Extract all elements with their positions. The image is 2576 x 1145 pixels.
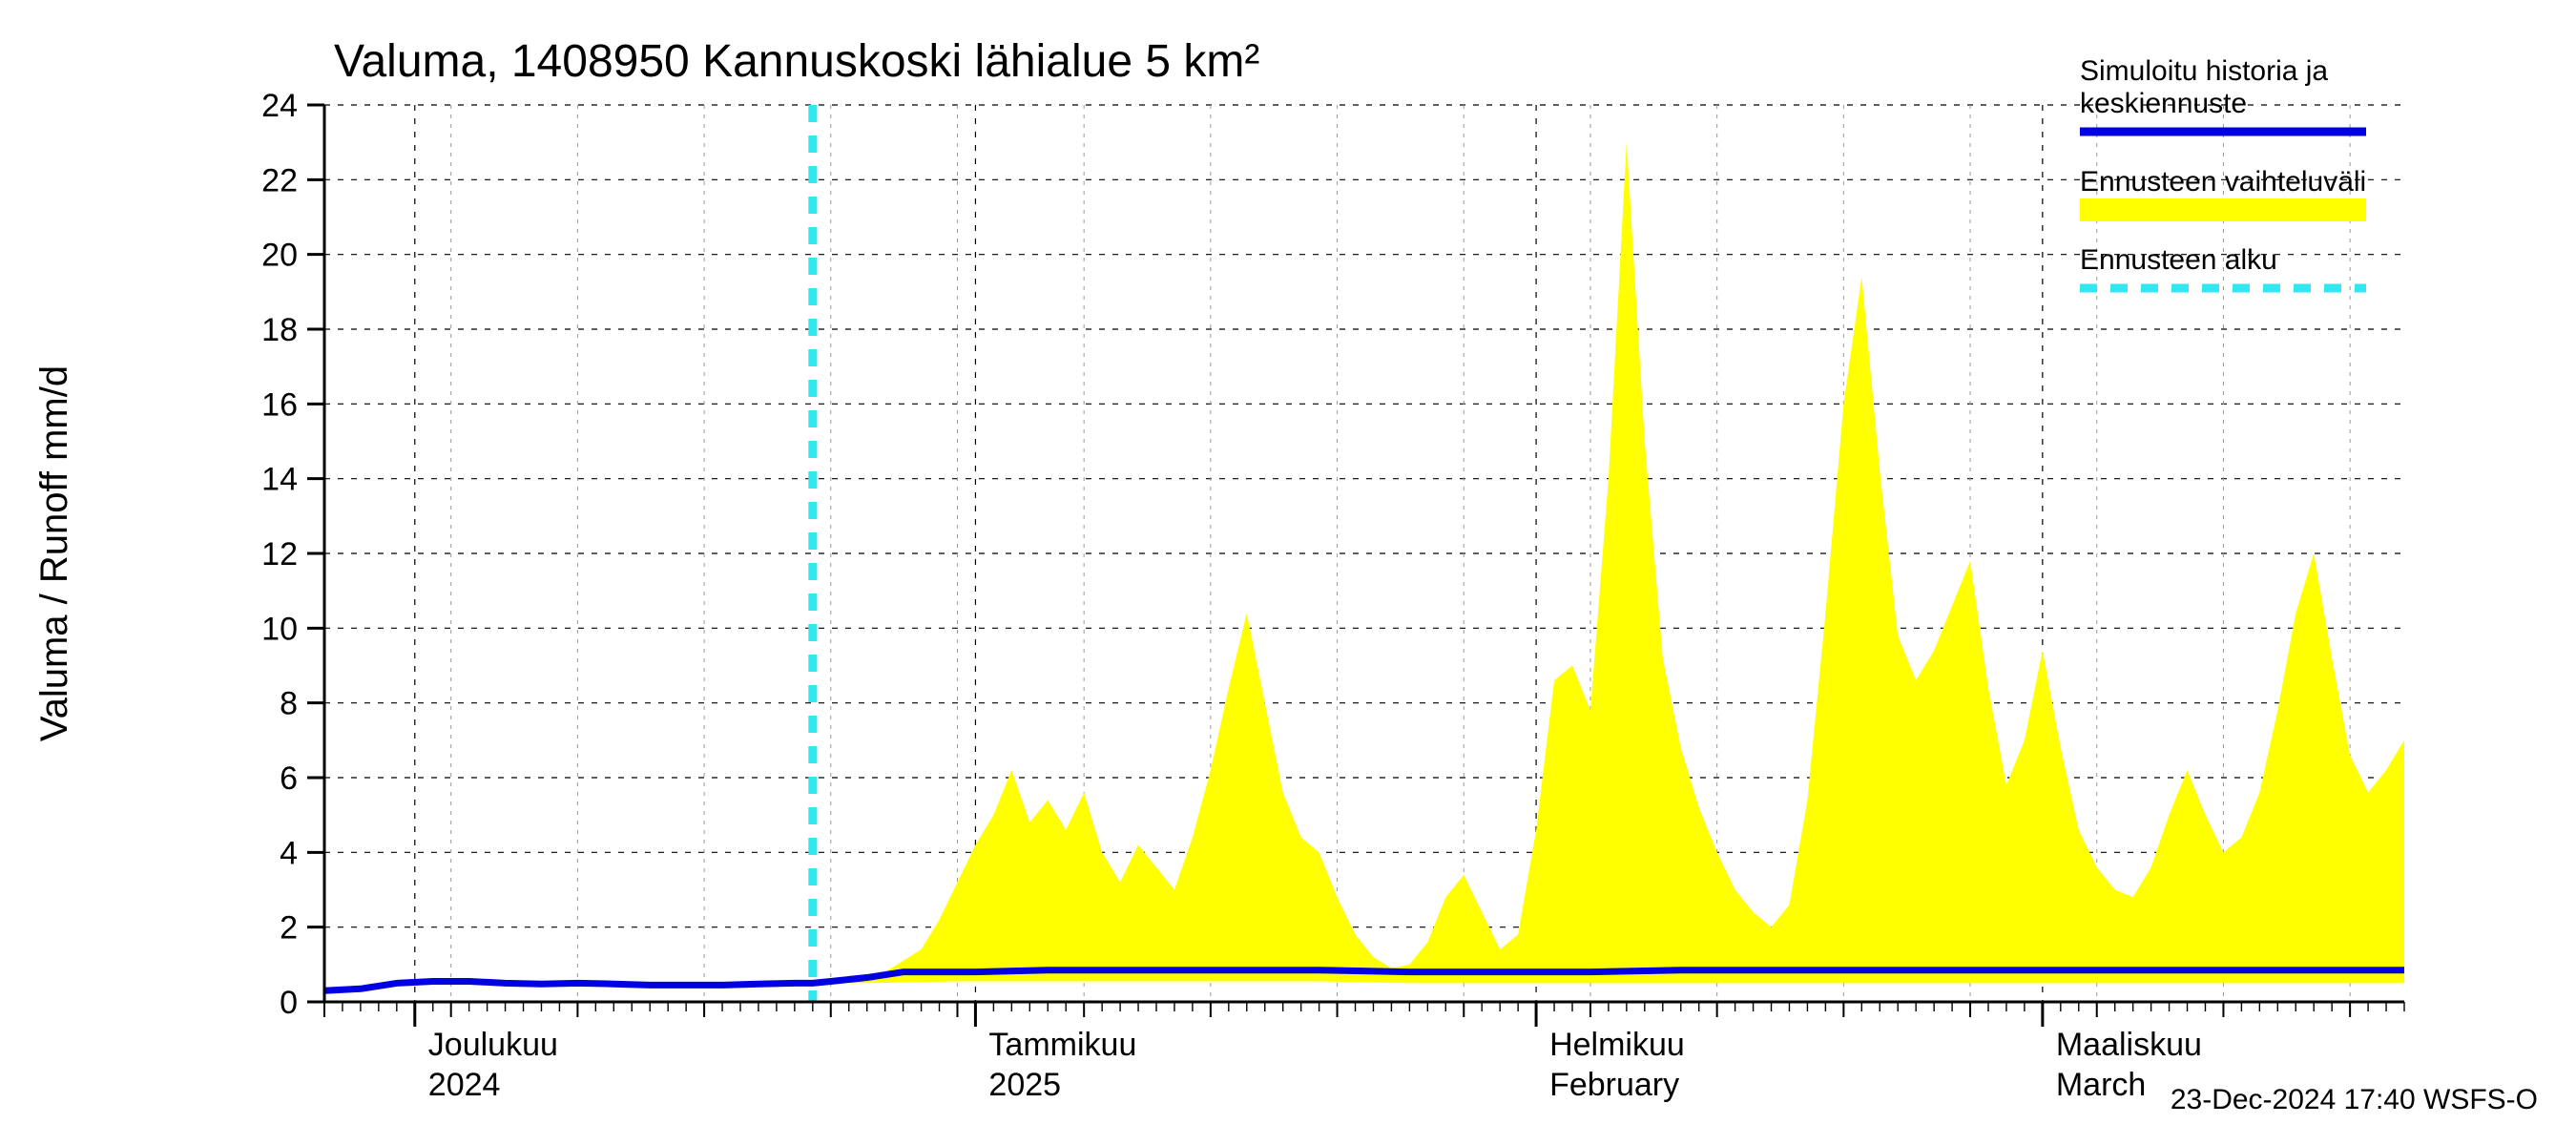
legend-label: keskiennuste bbox=[2080, 88, 2247, 119]
y-tick-label: 2 bbox=[280, 910, 298, 947]
chart-root: 024681012141618202224Joulukuu2024Tammiku… bbox=[0, 0, 2576, 1145]
y-tick-label: 24 bbox=[261, 88, 298, 124]
x-month-label-top: Maaliskuu bbox=[2056, 1027, 2202, 1063]
footer-timestamp: 23-Dec-2024 17:40 WSFS-O bbox=[2171, 1084, 2538, 1115]
y-tick-label: 4 bbox=[280, 835, 298, 871]
x-month-label-bottom: 2025 bbox=[988, 1067, 1061, 1103]
legend-label: Ennusteen alku bbox=[2080, 244, 2277, 276]
x-month-label-bottom: 2024 bbox=[428, 1067, 501, 1103]
y-tick-label: 12 bbox=[261, 536, 298, 572]
legend-swatch-fill bbox=[2080, 198, 2366, 221]
y-tick-label: 22 bbox=[261, 162, 298, 198]
x-month-label-bottom: February bbox=[1549, 1067, 1679, 1103]
x-month-label-bottom: March bbox=[2056, 1067, 2146, 1103]
y-tick-label: 10 bbox=[261, 611, 298, 647]
legend-label: Simuloitu historia ja bbox=[2080, 55, 2328, 87]
x-month-label-top: Helmikuu bbox=[1549, 1027, 1685, 1063]
legend-label: Ennusteen vaihteluväli bbox=[2080, 166, 2366, 198]
y-tick-label: 8 bbox=[280, 686, 298, 722]
x-month-label-top: Joulukuu bbox=[428, 1027, 558, 1063]
chart-title: Valuma, 1408950 Kannuskoski lähialue 5 k… bbox=[334, 36, 1259, 87]
chart-svg: 024681012141618202224Joulukuu2024Tammiku… bbox=[0, 0, 2576, 1145]
y-tick-label: 0 bbox=[280, 985, 298, 1021]
y-tick-label: 6 bbox=[280, 760, 298, 797]
y-tick-label: 16 bbox=[261, 386, 298, 423]
y-tick-label: 14 bbox=[261, 462, 298, 498]
y-tick-label: 18 bbox=[261, 312, 298, 348]
x-month-label-top: Tammikuu bbox=[988, 1027, 1136, 1063]
y-axis-title: Valuma / Runoff mm/d bbox=[33, 365, 75, 741]
y-tick-label: 20 bbox=[261, 238, 298, 274]
